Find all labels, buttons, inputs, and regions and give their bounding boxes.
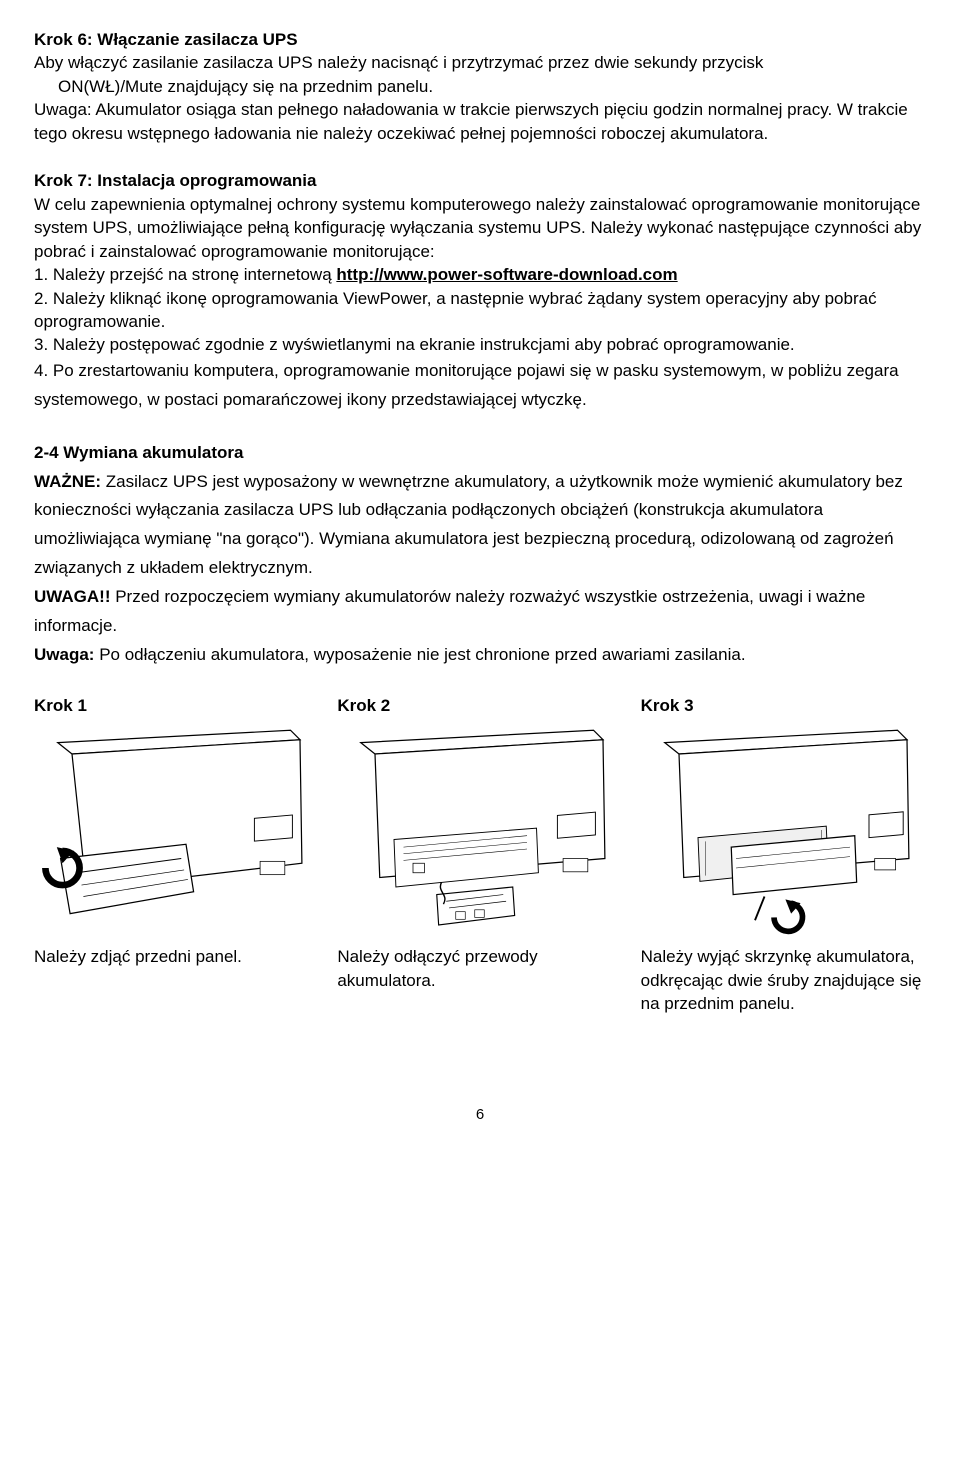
uwaga-label: UWAGA!! [34,587,110,606]
step7-title: Krok 7: Instalacja oprogramowania [34,171,316,190]
step3-column: Krok 3 [641,694,926,1055]
page-number: 6 [34,1105,926,1126]
step7-line2: 2. Należy kliknąć ikonę oprogramowania V… [34,287,926,334]
uwaga-paragraph: UWAGA!! Przed rozpoczęciem wymiany akumu… [34,583,926,641]
step3-caption: Należy wyjąć skrzynkę akumulatora, odkrę… [641,945,926,1055]
step2-caption: Należy odłączyć przewody akumulatora. [337,945,622,1055]
section-step6: Krok 6: Włączanie zasilacza UPS Aby włąc… [34,28,926,145]
section-2-4: 2-4 Wymiana akumulatora WAŻNE: Zasilacz … [34,439,926,670]
step3-illustration [641,725,926,935]
wazne-label: WAŻNE: [34,472,101,491]
section-step7: Krok 7: Instalacja oprogramowania W celu… [34,169,926,414]
uwaga2-text: Po odłączeniu akumulatora, wyposażenie n… [94,645,745,664]
step2-illustration [337,725,622,935]
download-link[interactable]: http://www.power-software-download.com [336,265,677,284]
wazne-paragraph: WAŻNE: Zasilacz UPS jest wyposażony w we… [34,468,926,584]
step7-body1: W celu zapewnienia optymalnej ochrony sy… [34,193,926,263]
step3-label: Krok 3 [641,694,926,717]
step6-body2: Uwaga: Akumulator osiąga stan pełnego na… [34,98,926,145]
step7-line1: 1. Należy przejść na stronę internetową … [34,263,926,286]
step1-illustration [34,725,319,935]
step6-body1b: ON(WŁ)/Mute znajdujący się na przednim p… [34,75,926,98]
step6-title: Krok 6: Włączanie zasilacza UPS [34,28,926,51]
step7-line4: 4. Po zrestartowaniu komputera, oprogram… [34,357,926,415]
step1-column: Krok 1 Należy zdjąć przedni panel. [34,694,319,1055]
wazne-text: Zasilacz UPS jest wyposażony w wewnętrzn… [34,472,903,578]
step2-column: Krok 2 [337,694,622,1055]
step7-line1-prefix: 1. Należy przejść na stronę internetową [34,265,336,284]
uwaga-text: Przed rozpoczęciem wymiany akumulatorów … [34,587,865,635]
battery-steps-row: Krok 1 Należy zdjąć przedni panel. [34,694,926,1055]
section24-title: 2-4 Wymiana akumulatora [34,439,926,468]
step1-caption: Należy zdjąć przedni panel. [34,945,319,1055]
step2-label: Krok 2 [337,694,622,717]
step7-line3: 3. Należy postępować zgodnie z wyświetla… [34,333,926,356]
step1-label: Krok 1 [34,694,319,717]
uwaga2-label: Uwaga: [34,645,94,664]
uwaga2-paragraph: Uwaga: Po odłączeniu akumulatora, wyposa… [34,641,926,670]
step6-body1: Aby włączyć zasilanie zasilacza UPS nale… [34,51,926,74]
